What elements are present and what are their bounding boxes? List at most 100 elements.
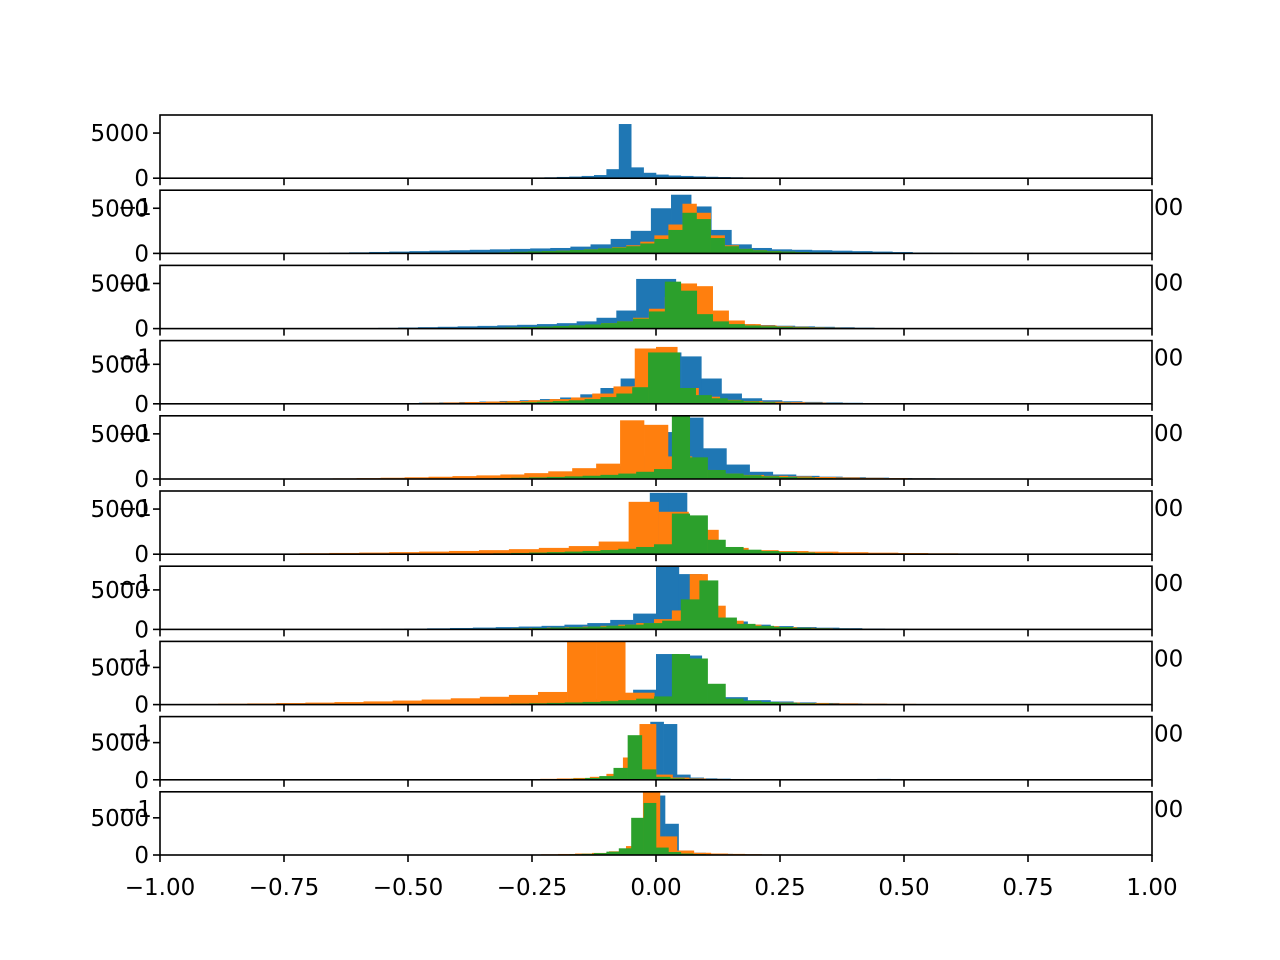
histogram-bar xyxy=(668,175,682,179)
histogram-bar xyxy=(662,620,682,630)
y-tick-label: 0 xyxy=(134,542,149,568)
histogram-bar xyxy=(616,393,633,404)
histogram-bar xyxy=(497,325,518,329)
histogram-bar xyxy=(832,250,853,254)
histogram-bar xyxy=(664,281,682,329)
histogram-bar xyxy=(587,626,607,630)
histogram-bar xyxy=(671,513,691,555)
histogram-bar xyxy=(680,290,698,329)
histogram-bar xyxy=(682,212,697,254)
x-tick-label: 1.00 xyxy=(1126,875,1177,901)
histogram-bar xyxy=(852,251,873,254)
histogram-bar xyxy=(632,387,649,404)
histogram-bar xyxy=(585,777,600,780)
histogram-bar xyxy=(363,701,393,705)
x-tick-label: 0.75 xyxy=(1002,875,1053,901)
histogram-bar xyxy=(569,325,586,329)
histogram-bar xyxy=(537,326,554,329)
histogram-bar xyxy=(639,724,657,780)
histogram-bar xyxy=(449,550,480,555)
histogram-bar xyxy=(409,251,430,254)
histogram-bar xyxy=(582,475,601,479)
histogram-bar xyxy=(654,696,673,705)
histogram-bar xyxy=(429,250,450,254)
ghost-label-right: 00 xyxy=(1154,797,1183,823)
histogram-bar xyxy=(707,539,726,555)
histogram-bar xyxy=(680,175,694,179)
histogram-bar xyxy=(587,623,611,630)
histogram-bar xyxy=(546,702,566,705)
y-tick-label: 0 xyxy=(134,166,149,192)
y-tick-label: 0 xyxy=(134,317,149,343)
y-tick-label: 5000 xyxy=(90,196,149,222)
bars-group xyxy=(358,566,954,630)
histogram-bar xyxy=(428,476,453,479)
bars-group xyxy=(209,492,1078,555)
histogram-bar xyxy=(564,702,583,705)
histogram-bar xyxy=(334,702,364,705)
histogram-bar xyxy=(656,847,669,855)
histogram-bar xyxy=(636,546,655,555)
histogram-bar xyxy=(771,249,793,254)
histogram-bar xyxy=(643,623,663,630)
y-tick-label: 0 xyxy=(134,617,149,643)
histogram-bar xyxy=(572,468,597,479)
histogram-bar xyxy=(693,176,706,179)
y-tick-label: 5000 xyxy=(90,578,149,604)
histogram-bar xyxy=(449,250,471,254)
histogram-bar xyxy=(564,476,583,479)
histogram-bar xyxy=(626,246,641,254)
histogram-bar xyxy=(584,249,599,254)
histogram-bar xyxy=(743,475,762,479)
histogram-bar xyxy=(679,388,696,404)
histogram-bar xyxy=(537,691,568,705)
ghost-label-right: 00 xyxy=(1154,496,1183,522)
histogram-bar xyxy=(524,473,549,479)
histogram-bar xyxy=(469,249,491,254)
histogram-bar xyxy=(727,400,744,404)
histogram-bar xyxy=(641,769,657,780)
histogram-bar xyxy=(838,552,869,555)
histogram-bar xyxy=(541,251,557,254)
histogram-bar xyxy=(671,654,691,705)
histogram-panel: 0 5000−1 00 xyxy=(90,565,1183,643)
ghost-label-left: −1 xyxy=(118,346,152,372)
histogram-bar xyxy=(510,248,531,254)
histogram-bar xyxy=(594,175,607,179)
histogram-bar xyxy=(627,735,643,780)
histogram-bar xyxy=(779,551,798,555)
histogram-bar xyxy=(601,323,618,329)
x-tick-label: 0.50 xyxy=(878,875,929,901)
ghost-label-right: 00 xyxy=(1154,571,1183,597)
histogram-bar xyxy=(479,696,510,705)
ghost-label-left: −1 xyxy=(118,421,152,447)
bars-group xyxy=(482,124,806,179)
histogram-bar xyxy=(472,627,497,630)
y-tick-label: 0 xyxy=(134,768,149,794)
histogram-bar xyxy=(656,174,669,179)
histogram-bar xyxy=(725,698,744,705)
histogram-bar xyxy=(654,238,669,254)
histogram-bar xyxy=(538,547,570,555)
histogram-bar xyxy=(529,477,548,479)
histogram-bar xyxy=(796,552,816,555)
histogram-bar xyxy=(736,623,756,630)
histogram-bar xyxy=(696,314,713,329)
histogram-bar xyxy=(689,658,708,705)
histogram-bar xyxy=(485,401,508,404)
histogram-bar xyxy=(811,477,836,479)
y-tick-label: 5000 xyxy=(90,806,149,832)
histogram-panel: 0 5000−1 00 xyxy=(90,189,1183,267)
histogram-bar xyxy=(744,325,761,329)
bars-group xyxy=(308,415,1029,479)
histogram-bar xyxy=(766,251,782,254)
histogram-bar xyxy=(617,321,634,329)
histogram-bar xyxy=(707,469,726,479)
histogram-bar xyxy=(568,546,599,555)
histogram-bar xyxy=(404,477,429,479)
histogram-bar xyxy=(668,229,683,254)
histogram-panel: 0 5000−1 00 xyxy=(90,264,1183,343)
ghost-label-left: −1 xyxy=(118,571,152,597)
histogram-bar xyxy=(663,724,678,780)
